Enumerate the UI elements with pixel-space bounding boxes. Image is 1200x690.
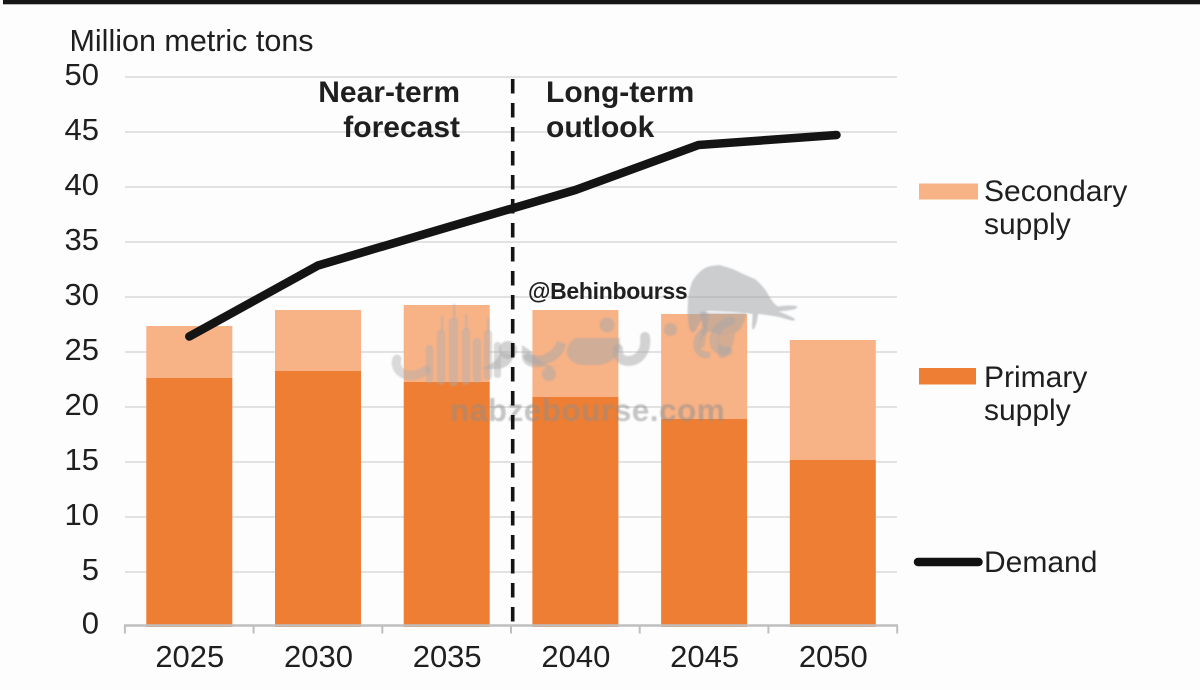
svg-text:2040: 2040 xyxy=(541,639,610,674)
svg-text:nabzebourse.com: nabzebourse.com xyxy=(450,392,725,428)
svg-text:2035: 2035 xyxy=(413,639,482,674)
svg-text:2050: 2050 xyxy=(799,639,868,674)
svg-text:15: 15 xyxy=(65,442,99,477)
svg-text:Demand: Demand xyxy=(984,546,1097,579)
svg-text:2045: 2045 xyxy=(670,639,739,674)
svg-text:2030: 2030 xyxy=(284,639,353,674)
svg-text:forecast: forecast xyxy=(343,111,460,144)
svg-text:Primary: Primary xyxy=(984,361,1087,394)
svg-text:40: 40 xyxy=(65,167,99,202)
svg-text:10: 10 xyxy=(65,497,99,532)
svg-text:outlook: outlook xyxy=(546,111,655,144)
svg-text:supply: supply xyxy=(984,394,1071,427)
svg-text:Long-term: Long-term xyxy=(546,76,694,109)
svg-text:25: 25 xyxy=(65,332,99,367)
svg-text:supply: supply xyxy=(984,208,1071,241)
svg-text:Near-term: Near-term xyxy=(318,76,460,109)
svg-text:5: 5 xyxy=(82,552,99,587)
svg-text:@Behinbourss: @Behinbourss xyxy=(528,278,687,304)
svg-text:20: 20 xyxy=(65,387,99,422)
svg-text:Million metric tons: Million metric tons xyxy=(70,24,314,58)
svg-text:30: 30 xyxy=(65,277,99,312)
svg-text:0: 0 xyxy=(82,606,99,641)
svg-text:35: 35 xyxy=(65,222,99,257)
svg-text:2025: 2025 xyxy=(155,639,224,674)
svg-text:Secondary: Secondary xyxy=(984,175,1127,208)
svg-text:50: 50 xyxy=(65,57,99,92)
svg-text:45: 45 xyxy=(65,112,99,147)
